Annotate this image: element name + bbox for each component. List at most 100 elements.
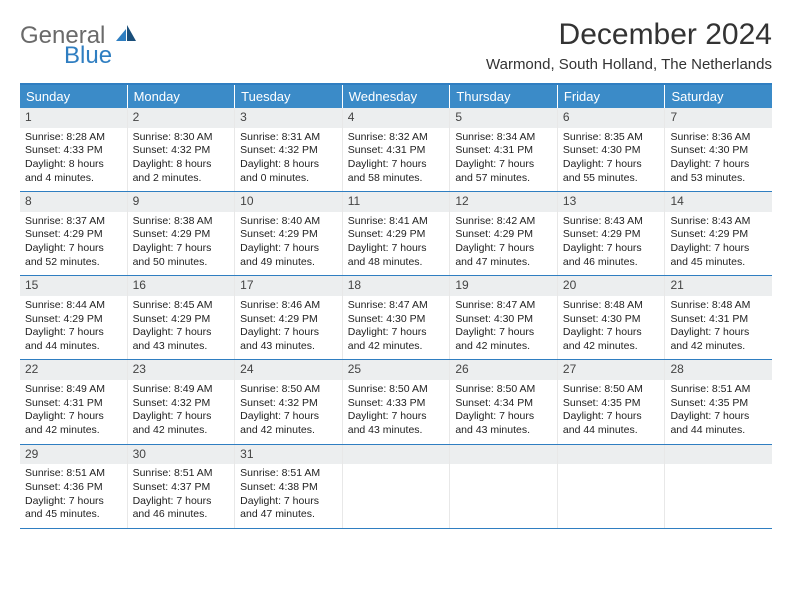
title-block: December 2024 Warmond, South Holland, Th… <box>486 18 772 73</box>
sunrise-line: Sunrise: 8:37 AM <box>25 215 122 229</box>
daylight-line: Daylight: 7 hours and 44 minutes. <box>25 326 122 353</box>
sunrise-line: Sunrise: 8:30 AM <box>133 131 230 145</box>
day-cell: 11Sunrise: 8:41 AMSunset: 4:29 PMDayligh… <box>343 192 451 275</box>
sunset-line: Sunset: 4:29 PM <box>670 228 767 242</box>
day-number: 9 <box>128 192 235 212</box>
week-row: 22Sunrise: 8:49 AMSunset: 4:31 PMDayligh… <box>20 360 772 444</box>
day-number: 28 <box>665 360 772 380</box>
sunset-line: Sunset: 4:31 PM <box>455 144 552 158</box>
sunrise-line: Sunrise: 8:51 AM <box>25 467 122 481</box>
day-cell: 24Sunrise: 8:50 AMSunset: 4:32 PMDayligh… <box>235 360 343 443</box>
day-cell: 19Sunrise: 8:47 AMSunset: 4:30 PMDayligh… <box>450 276 558 359</box>
sunset-line: Sunset: 4:29 PM <box>133 313 230 327</box>
sunrise-line: Sunrise: 8:35 AM <box>563 131 660 145</box>
day-number: 26 <box>450 360 557 380</box>
day-cell: 12Sunrise: 8:42 AMSunset: 4:29 PMDayligh… <box>450 192 558 275</box>
day-number: 1 <box>20 108 127 128</box>
daylight-line: Daylight: 7 hours and 46 minutes. <box>133 495 230 522</box>
daylight-line: Daylight: 7 hours and 44 minutes. <box>670 410 767 437</box>
sunset-line: Sunset: 4:29 PM <box>25 228 122 242</box>
daylight-line: Daylight: 8 hours and 0 minutes. <box>240 158 337 185</box>
day-cell-empty <box>558 445 666 528</box>
day-number: 31 <box>235 445 342 465</box>
week-row: 1Sunrise: 8:28 AMSunset: 4:33 PMDaylight… <box>20 108 772 192</box>
daylight-line: Daylight: 7 hours and 42 minutes. <box>670 326 767 353</box>
daylight-line: Daylight: 7 hours and 45 minutes. <box>25 495 122 522</box>
day-number: 12 <box>450 192 557 212</box>
day-number: 4 <box>343 108 450 128</box>
sunset-line: Sunset: 4:30 PM <box>563 144 660 158</box>
day-cell: 31Sunrise: 8:51 AMSunset: 4:38 PMDayligh… <box>235 445 343 528</box>
daylight-line: Daylight: 7 hours and 47 minutes. <box>240 495 337 522</box>
calendar-grid: SundayMondayTuesdayWednesdayThursdayFrid… <box>20 83 772 529</box>
day-cell: 7Sunrise: 8:36 AMSunset: 4:30 PMDaylight… <box>665 108 772 191</box>
sunset-line: Sunset: 4:32 PM <box>133 144 230 158</box>
page-header: General Blue December 2024 Warmond, Sout… <box>20 18 772 73</box>
day-number: 19 <box>450 276 557 296</box>
daylight-line: Daylight: 7 hours and 57 minutes. <box>455 158 552 185</box>
sunrise-line: Sunrise: 8:42 AM <box>455 215 552 229</box>
day-number: 23 <box>128 360 235 380</box>
daylight-line: Daylight: 8 hours and 2 minutes. <box>133 158 230 185</box>
sunrise-line: Sunrise: 8:43 AM <box>670 215 767 229</box>
day-cell: 1Sunrise: 8:28 AMSunset: 4:33 PMDaylight… <box>20 108 128 191</box>
day-cell: 10Sunrise: 8:40 AMSunset: 4:29 PMDayligh… <box>235 192 343 275</box>
day-cell: 29Sunrise: 8:51 AMSunset: 4:36 PMDayligh… <box>20 445 128 528</box>
day-number: 8 <box>20 192 127 212</box>
daylight-line: Daylight: 7 hours and 55 minutes. <box>563 158 660 185</box>
sunset-line: Sunset: 4:31 PM <box>670 313 767 327</box>
sunset-line: Sunset: 4:30 PM <box>563 313 660 327</box>
daylight-line: Daylight: 7 hours and 47 minutes. <box>455 242 552 269</box>
weeks-container: 1Sunrise: 8:28 AMSunset: 4:33 PMDaylight… <box>20 108 772 529</box>
day-cell: 3Sunrise: 8:31 AMSunset: 4:32 PMDaylight… <box>235 108 343 191</box>
day-cell: 23Sunrise: 8:49 AMSunset: 4:32 PMDayligh… <box>128 360 236 443</box>
day-cell: 6 Sunrise: 8:35 AMSunset: 4:30 PMDaylight… <box>558 108 666 191</box>
day-cell: 16Sunrise: 8:45 AMSunset: 4:29 PMDayligh… <box>128 276 236 359</box>
location-subtitle: Warmond, South Holland, The Netherlands <box>486 56 772 73</box>
logo-sail-icon <box>116 22 138 49</box>
day-cell: 18Sunrise: 8:47 AMSunset: 4:30 PMDayligh… <box>343 276 451 359</box>
days-of-week-header: SundayMondayTuesdayWednesdayThursdayFrid… <box>20 85 772 108</box>
day-number: 6 <box>558 108 665 128</box>
day-cell: 2Sunrise: 8:30 AMSunset: 4:32 PMDaylight… <box>128 108 236 191</box>
dow-header-thursday: Thursday <box>450 85 558 108</box>
sunrise-line: Sunrise: 8:48 AM <box>670 299 767 313</box>
month-title: December 2024 <box>486 18 772 52</box>
dow-header-friday: Friday <box>558 85 666 108</box>
sunset-line: Sunset: 4:30 PM <box>455 313 552 327</box>
day-number: 27 <box>558 360 665 380</box>
week-row: 8Sunrise: 8:37 AMSunset: 4:29 PMDaylight… <box>20 192 772 276</box>
day-cell-empty <box>450 445 558 528</box>
sunset-line: Sunset: 4:29 PM <box>25 313 122 327</box>
week-row: 15Sunrise: 8:44 AMSunset: 4:29 PMDayligh… <box>20 276 772 360</box>
daylight-line: Daylight: 7 hours and 42 minutes. <box>563 326 660 353</box>
sunrise-line: Sunrise: 8:50 AM <box>455 383 552 397</box>
daylight-line: Daylight: 8 hours and 4 minutes. <box>25 158 122 185</box>
day-number: 18 <box>343 276 450 296</box>
dow-header-tuesday: Tuesday <box>235 85 343 108</box>
sunset-line: Sunset: 4:31 PM <box>348 144 445 158</box>
sunset-line: Sunset: 4:32 PM <box>240 144 337 158</box>
day-cell: 21Sunrise: 8:48 AMSunset: 4:31 PMDayligh… <box>665 276 772 359</box>
sunrise-line: Sunrise: 8:51 AM <box>240 467 337 481</box>
daylight-line: Daylight: 7 hours and 43 minutes. <box>348 410 445 437</box>
day-cell: 5 Sunrise: 8:34 AMSunset: 4:31 PMDaylight… <box>450 108 558 191</box>
sunrise-line: Sunrise: 8:34 AM <box>455 131 552 145</box>
sunrise-line: Sunrise: 8:50 AM <box>563 383 660 397</box>
sunrise-line: Sunrise: 8:49 AM <box>25 383 122 397</box>
daylight-line: Daylight: 7 hours and 43 minutes. <box>240 326 337 353</box>
day-number: 3 <box>235 108 342 128</box>
day-number: 17 <box>235 276 342 296</box>
day-cell: 27Sunrise: 8:50 AMSunset: 4:35 PMDayligh… <box>558 360 666 443</box>
sunrise-line: Sunrise: 8:46 AM <box>240 299 337 313</box>
day-number: 5 <box>450 108 557 128</box>
sunset-line: Sunset: 4:29 PM <box>133 228 230 242</box>
dow-header-wednesday: Wednesday <box>343 85 451 108</box>
day-cell: 13Sunrise: 8:43 AMSunset: 4:29 PMDayligh… <box>558 192 666 275</box>
sunrise-line: Sunrise: 8:48 AM <box>563 299 660 313</box>
day-number: 7 <box>665 108 772 128</box>
sunset-line: Sunset: 4:29 PM <box>240 313 337 327</box>
sunset-line: Sunset: 4:33 PM <box>25 144 122 158</box>
daylight-line: Daylight: 7 hours and 58 minutes. <box>348 158 445 185</box>
day-number <box>558 445 665 465</box>
